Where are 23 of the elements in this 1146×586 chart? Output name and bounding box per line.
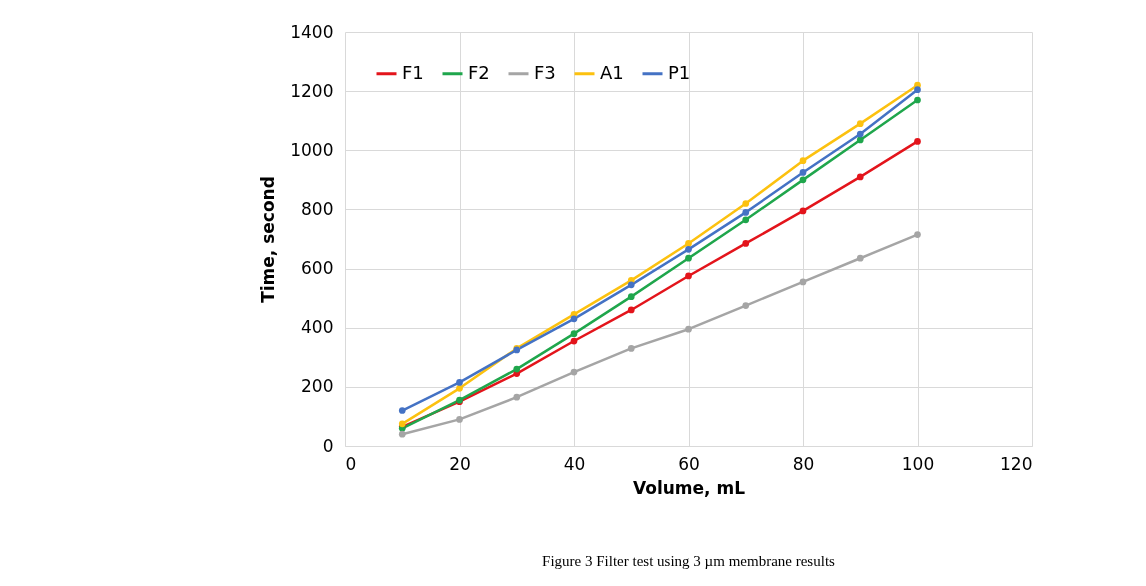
x-tick-label: 100 (901, 453, 935, 474)
legend-label: F3 (534, 61, 556, 83)
x-tick-label: 80 (792, 453, 815, 474)
x-axis-title: Volume, mL (632, 477, 746, 498)
legend-label: F2 (468, 61, 490, 83)
x-tick-label: 0 (345, 453, 357, 474)
y-axis-title: Time, second (258, 176, 279, 303)
y-tick-label: 800 (301, 198, 334, 219)
legend-label: F1 (402, 61, 424, 83)
x-tick-label: 20 (449, 453, 471, 474)
y-tick-label: 1000 (290, 139, 334, 160)
y-tick-label: 1200 (290, 80, 334, 101)
y-tick-label: 200 (301, 376, 334, 397)
y-tick-label: 600 (301, 258, 334, 279)
x-tick-label: 40 (563, 453, 586, 474)
y-tick-label: 1400 (290, 21, 334, 42)
text: Figure 3 Filter test using 3 µm membrane results (542, 553, 836, 569)
y-tick-label: 0 (322, 435, 334, 456)
x-tick-label: 60 (678, 453, 700, 474)
y-tick-label: 400 (301, 317, 334, 338)
legend-label: P1 (668, 61, 691, 83)
legend-label: A1 (600, 61, 624, 83)
x-tick-label: 120 (1000, 453, 1033, 474)
